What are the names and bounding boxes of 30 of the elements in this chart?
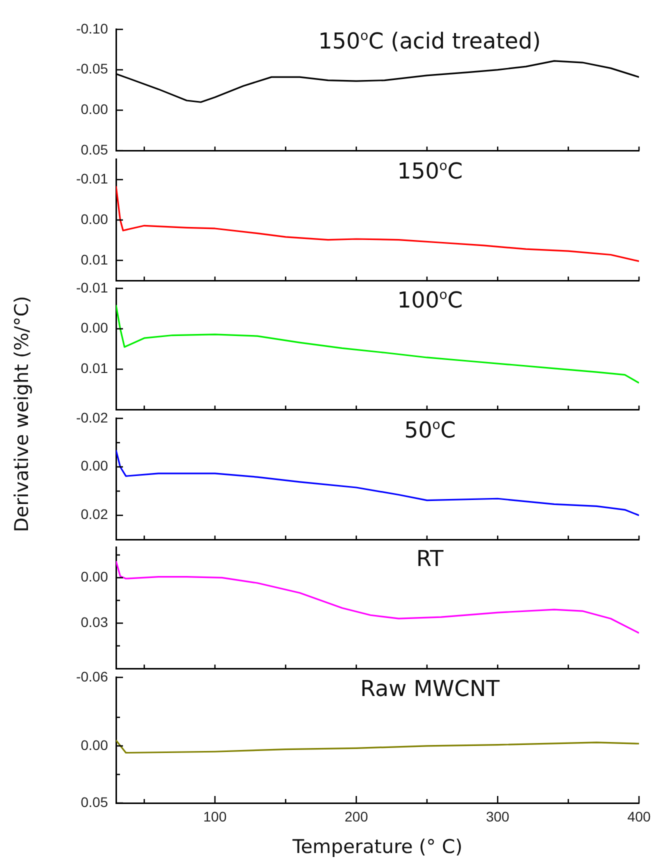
x-tick-label: 100 [203,808,227,824]
y-tick-label: -0.01 [76,170,108,186]
y-tick-label: 0.05 [80,793,108,810]
chart-title: 100$^{o}$C [397,288,463,314]
chart-title: 150$^{o}$C (acid treated) [318,29,541,54]
y-tick-label: 0.01 [80,360,108,376]
x-axis-title: Temperature (° C) [292,836,463,858]
y-tick-label: 0.05 [80,141,108,158]
x-tick-label: 200 [344,808,368,824]
y-tick-label: 0.00 [80,210,108,226]
y-tick-label: -0.05 [76,60,108,77]
y-axis-title: Derivative weight (%/°C) [11,295,33,532]
y-tick-label: 0.02 [80,506,108,522]
y-tick-label: 0.00 [80,736,108,752]
chart-title: 50$^{o}$C [404,418,456,443]
y-tick-label: 0.03 [80,614,108,630]
chart-title: 150$^{o}$C [397,158,463,184]
x-tick-label: 300 [486,808,510,824]
y-tick-label: -0.06 [76,668,108,684]
y-tick-label: 0.00 [80,568,108,585]
y-tick-label: -0.01 [76,279,108,296]
chart-title: RT [416,547,444,572]
chart-title: Raw MWCNT [360,676,500,702]
y-tick-label: -0.10 [76,20,108,36]
y-tick-label: 0.00 [80,320,108,336]
y-tick-label: -0.02 [76,408,108,425]
y-tick-label: 0.01 [80,250,108,267]
y-tick-label: 0.00 [80,101,108,118]
y-tick-label: 0.00 [80,457,108,474]
x-tick-label: 400 [627,808,651,824]
